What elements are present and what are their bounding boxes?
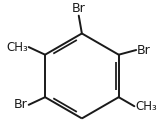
Text: Br: Br (72, 2, 86, 15)
Text: CH₃: CH₃ (135, 100, 157, 113)
Text: CH₃: CH₃ (6, 41, 28, 54)
Text: Br: Br (137, 43, 151, 57)
Text: Br: Br (14, 98, 28, 111)
